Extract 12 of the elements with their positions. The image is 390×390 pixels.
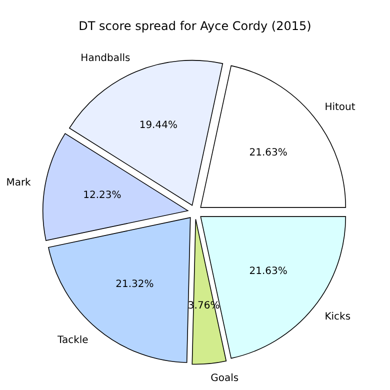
data-label: 21.63% xyxy=(249,266,288,277)
data-label: 21.63% xyxy=(249,148,288,159)
slice-label: Goals xyxy=(210,372,239,384)
data-label: 19.44% xyxy=(139,120,178,131)
slice-label: Handballs xyxy=(80,53,130,64)
data-label: 12.23% xyxy=(83,190,122,202)
slice-label: Mark xyxy=(6,177,32,188)
data-label: 21.32% xyxy=(116,279,154,290)
slice-label: Hitout xyxy=(324,102,356,113)
slice-label: Kicks xyxy=(324,312,351,323)
chart-title: DT score spread for Ayce Cordy (2015) xyxy=(78,19,312,33)
slice-label: Tackle xyxy=(56,334,88,346)
